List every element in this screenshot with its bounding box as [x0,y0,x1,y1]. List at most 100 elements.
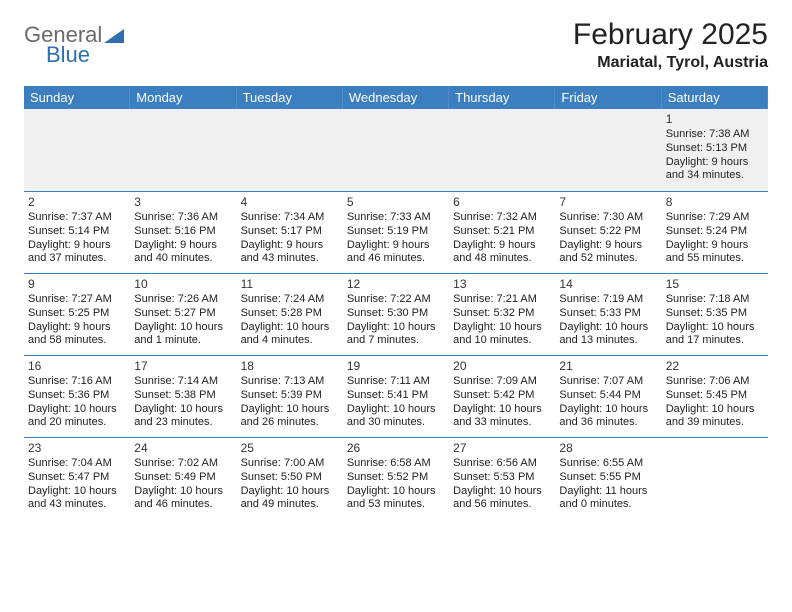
day-cell-9: 9Sunrise: 7:27 AMSunset: 5:25 PMDaylight… [24,273,130,355]
blank-cell [237,109,343,191]
day-day1: Daylight: 10 hours [559,321,657,335]
day-day1: Daylight: 9 hours [347,239,445,253]
day-sunrise: Sunrise: 7:09 AM [453,375,551,389]
weekday-wednesday: Wednesday [343,86,449,109]
day-cell-19: 19Sunrise: 7:11 AMSunset: 5:41 PMDayligh… [343,355,449,437]
day-day1: Daylight: 10 hours [241,321,339,335]
day-day1: Daylight: 11 hours [559,485,657,499]
day-sunrise: Sunrise: 7:00 AM [241,457,339,471]
day-day2: and 20 minutes. [28,416,126,430]
day-sunset: Sunset: 5:14 PM [28,225,126,239]
day-sunset: Sunset: 5:55 PM [559,471,657,485]
day-sunrise: Sunrise: 7:18 AM [666,293,764,307]
day-sunset: Sunset: 5:24 PM [666,225,764,239]
day-sunset: Sunset: 5:13 PM [666,142,764,156]
day-sunset: Sunset: 5:47 PM [28,471,126,485]
location: Mariatal, Tyrol, Austria [573,54,768,72]
day-sunrise: Sunrise: 7:19 AM [559,293,657,307]
day-cell-18: 18Sunrise: 7:13 AMSunset: 5:39 PMDayligh… [237,355,343,437]
day-cell-24: 24Sunrise: 7:02 AMSunset: 5:49 PMDayligh… [130,437,236,519]
day-day2: and 7 minutes. [347,334,445,348]
day-cell-3: 3Sunrise: 7:36 AMSunset: 5:16 PMDaylight… [130,191,236,273]
day-cell-12: 12Sunrise: 7:22 AMSunset: 5:30 PMDayligh… [343,273,449,355]
day-day1: Daylight: 10 hours [241,485,339,499]
day-number: 13 [453,277,551,292]
blank-cell [449,109,555,191]
day-number: 16 [28,359,126,374]
day-number: 5 [347,195,445,210]
day-day2: and 1 minute. [134,334,232,348]
day-sunrise: Sunrise: 7:07 AM [559,375,657,389]
day-sunrise: Sunrise: 6:55 AM [559,457,657,471]
day-sunset: Sunset: 5:28 PM [241,307,339,321]
day-day2: and 43 minutes. [241,252,339,266]
day-number: 7 [559,195,657,210]
day-sunrise: Sunrise: 6:56 AM [453,457,551,471]
logo: General Blue [24,24,124,68]
day-sunset: Sunset: 5:27 PM [134,307,232,321]
day-sunrise: Sunrise: 7:32 AM [453,211,551,225]
logo-word2: Blue [46,42,124,68]
day-day2: and 56 minutes. [453,498,551,512]
day-day2: and 26 minutes. [241,416,339,430]
day-cell-11: 11Sunrise: 7:24 AMSunset: 5:28 PMDayligh… [237,273,343,355]
day-sunrise: Sunrise: 7:04 AM [28,457,126,471]
day-sunrise: Sunrise: 7:29 AM [666,211,764,225]
weekday-monday: Monday [130,86,236,109]
day-number: 12 [347,277,445,292]
day-sunset: Sunset: 5:39 PM [241,389,339,403]
day-sunset: Sunset: 5:49 PM [134,471,232,485]
day-day2: and 4 minutes. [241,334,339,348]
blank-cell [555,109,661,191]
day-cell-17: 17Sunrise: 7:14 AMSunset: 5:38 PMDayligh… [130,355,236,437]
day-sunset: Sunset: 5:19 PM [347,225,445,239]
day-number: 14 [559,277,657,292]
day-number: 1 [666,112,764,127]
weekday-header-row: Sunday Monday Tuesday Wednesday Thursday… [24,86,768,109]
day-day2: and 30 minutes. [347,416,445,430]
day-day1: Daylight: 10 hours [453,403,551,417]
day-sunrise: Sunrise: 7:22 AM [347,293,445,307]
day-day1: Daylight: 9 hours [28,239,126,253]
day-cell-1: 1Sunrise: 7:38 AMSunset: 5:13 PMDaylight… [662,109,768,191]
day-day1: Daylight: 9 hours [241,239,339,253]
day-day2: and 10 minutes. [453,334,551,348]
day-cell-20: 20Sunrise: 7:09 AMSunset: 5:42 PMDayligh… [449,355,555,437]
day-sunrise: Sunrise: 7:34 AM [241,211,339,225]
day-cell-21: 21Sunrise: 7:07 AMSunset: 5:44 PMDayligh… [555,355,661,437]
day-day2: and 37 minutes. [28,252,126,266]
day-cell-27: 27Sunrise: 6:56 AMSunset: 5:53 PMDayligh… [449,437,555,519]
day-number: 2 [28,195,126,210]
day-day2: and 46 minutes. [347,252,445,266]
day-day2: and 34 minutes. [666,169,764,183]
day-sunrise: Sunrise: 7:14 AM [134,375,232,389]
day-day2: and 48 minutes. [453,252,551,266]
day-sunrise: Sunrise: 7:37 AM [28,211,126,225]
day-sunset: Sunset: 5:36 PM [28,389,126,403]
day-sunset: Sunset: 5:50 PM [241,471,339,485]
day-number: 26 [347,441,445,456]
day-sunset: Sunset: 5:41 PM [347,389,445,403]
day-sunrise: Sunrise: 7:27 AM [28,293,126,307]
day-day1: Daylight: 9 hours [666,156,764,170]
day-cell-10: 10Sunrise: 7:26 AMSunset: 5:27 PMDayligh… [130,273,236,355]
day-cell-16: 16Sunrise: 7:16 AMSunset: 5:36 PMDayligh… [24,355,130,437]
day-day2: and 23 minutes. [134,416,232,430]
day-number: 4 [241,195,339,210]
day-day2: and 39 minutes. [666,416,764,430]
day-sunset: Sunset: 5:32 PM [453,307,551,321]
day-number: 8 [666,195,764,210]
day-day1: Daylight: 10 hours [347,321,445,335]
calendar-grid: 1Sunrise: 7:38 AMSunset: 5:13 PMDaylight… [24,109,768,519]
day-sunrise: Sunrise: 6:58 AM [347,457,445,471]
day-sunrise: Sunrise: 7:26 AM [134,293,232,307]
day-day2: and 49 minutes. [241,498,339,512]
day-day1: Daylight: 9 hours [28,321,126,335]
day-sunset: Sunset: 5:38 PM [134,389,232,403]
day-sunset: Sunset: 5:22 PM [559,225,657,239]
day-day1: Daylight: 9 hours [453,239,551,253]
weekday-sunday: Sunday [24,86,130,109]
day-sunrise: Sunrise: 7:33 AM [347,211,445,225]
blank-cell [343,109,449,191]
day-number: 23 [28,441,126,456]
